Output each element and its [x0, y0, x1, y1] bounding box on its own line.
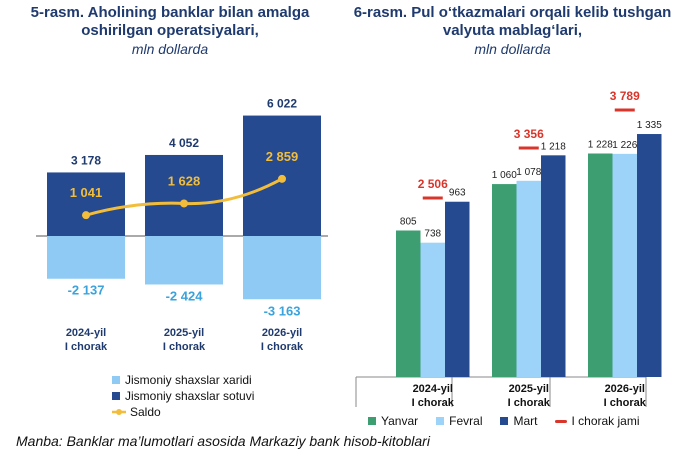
legend-label-xaridi: Jismoniy shaxslar xaridi — [125, 373, 252, 387]
data-label-mart: 963 — [449, 188, 466, 199]
bar-sotuvi — [145, 154, 223, 236]
bar-yanvar — [492, 184, 517, 377]
legend-label-yanvar: Yanvar — [381, 414, 419, 428]
data-label-fevral: 738 — [424, 229, 441, 240]
legend-swatch-jami — [555, 419, 568, 423]
bar-fevral — [516, 180, 541, 377]
left-chart-title-main: 5-rasm. Aholining banklar bilan amalga o… — [30, 4, 310, 39]
legend-label-fevral: Fevral — [449, 414, 483, 428]
legend-label-mart: Mart — [513, 414, 538, 428]
bar-sotuvi — [47, 172, 125, 236]
total-label: 2 506 — [418, 177, 448, 191]
legend-label-sotuvi: Jismoniy shaxslar sotuvi — [125, 389, 255, 403]
data-label-fevral: 1 078 — [516, 167, 541, 178]
total-label: 3 789 — [610, 89, 640, 103]
data-label-sotuvi: 4 052 — [169, 136, 199, 150]
left-chart-title-unit: mln dollarda — [131, 41, 209, 57]
data-label-yanvar: 1 228 — [588, 140, 613, 151]
legend-swatch-yanvar — [368, 417, 376, 425]
legend-swatch-fevral — [436, 417, 445, 425]
bar-fevral — [612, 153, 637, 377]
left-chart-legend: Jismoniy shaxslar xaridi Jismoniy shaxsl… — [112, 372, 254, 420]
category-label-line2: I chorak — [508, 397, 551, 409]
bar-yanvar — [396, 230, 421, 377]
saldo-label: 1 628 — [168, 173, 201, 188]
data-label-fevral: 1 226 — [612, 140, 637, 151]
data-label-mart: 1 335 — [637, 120, 662, 131]
left-chart-title: 5-rasm. Aholining banklar bilan amalga o… — [0, 4, 340, 58]
legend-swatch-saldo — [112, 409, 126, 415]
legend-item-sotuvi: Jismoniy shaxslar sotuvi — [112, 388, 254, 404]
category-label-line1: 2024-yil — [413, 383, 453, 395]
legend-item-saldo: Saldo — [112, 404, 254, 420]
data-label-yanvar: 1 060 — [492, 170, 517, 181]
data-label-mart: 1 218 — [541, 141, 566, 152]
legend-item-mart: Mart — [500, 413, 537, 429]
legend-item-xaridi: Jismoniy shaxslar xaridi — [112, 372, 254, 388]
bar-mart — [541, 155, 566, 377]
legend-swatch-xaridi — [112, 376, 120, 384]
legend-swatch-sotuvi — [112, 392, 120, 400]
category-label-line2: I chorak — [412, 397, 455, 409]
category-label-line1: 2026-yil — [605, 383, 645, 395]
right-chart-title-unit: mln dollarda — [474, 41, 551, 57]
saldo-point — [180, 199, 188, 208]
category-label-line2: I chorak — [604, 397, 647, 409]
bar-yanvar — [588, 153, 613, 377]
legend-item-yanvar: Yanvar — [368, 413, 418, 429]
data-label-xaridi: -2 424 — [166, 288, 204, 303]
right-chart-title: 6-rasm. Pul o‘tkazmalari orqali kelib tu… — [345, 4, 680, 58]
category-label-line2: I chorak — [65, 341, 108, 353]
left-chart: 3 178 -2 137 2024-yil I chorak 4 052 -2 424 20… — [36, 97, 328, 353]
legend-item-fevral: Fevral — [436, 413, 482, 429]
category-label-line2: I chorak — [163, 341, 206, 353]
bar-xaridi — [47, 236, 125, 279]
legend-swatch-mart — [500, 417, 509, 425]
data-label-yanvar: 805 — [400, 216, 417, 227]
category-label-line1: 2026-yil — [262, 327, 302, 339]
saldo-point — [278, 174, 286, 183]
category-label-line1: 2025-yil — [509, 383, 549, 395]
data-label-sotuvi: 3 178 — [71, 153, 101, 167]
legend-label-jami: I chorak jami — [571, 414, 640, 428]
bar-fevral — [420, 242, 445, 377]
legend-label-saldo: Saldo — [130, 405, 161, 419]
data-label-xaridi: -2 137 — [68, 283, 105, 298]
category-label-line2: I chorak — [261, 341, 304, 353]
right-chart-legend: Yanvar Fevral Mart I chorak jami — [368, 413, 658, 429]
bar-mart — [445, 201, 470, 377]
saldo-label: 1 041 — [70, 185, 103, 200]
bar-xaridi — [145, 236, 223, 285]
source-note: Manba: Banklar ma’lumotlari asosida Mark… — [16, 433, 430, 449]
data-label-xaridi: -3 163 — [264, 303, 301, 318]
bar-mart — [637, 134, 662, 377]
legend-item-jami: I chorak jami — [555, 413, 640, 429]
bar-xaridi — [243, 236, 321, 300]
total-label: 3 356 — [514, 127, 544, 141]
data-label-sotuvi: 6 022 — [267, 97, 297, 111]
saldo-label: 2 859 — [266, 149, 299, 164]
saldo-point — [82, 211, 90, 220]
right-chart-title-main: 6-rasm. Pul o‘tkazmalari orqali kelib tu… — [353, 4, 672, 39]
category-label-line1: 2024-yil — [66, 327, 106, 339]
category-label-line1: 2025-yil — [164, 327, 204, 339]
